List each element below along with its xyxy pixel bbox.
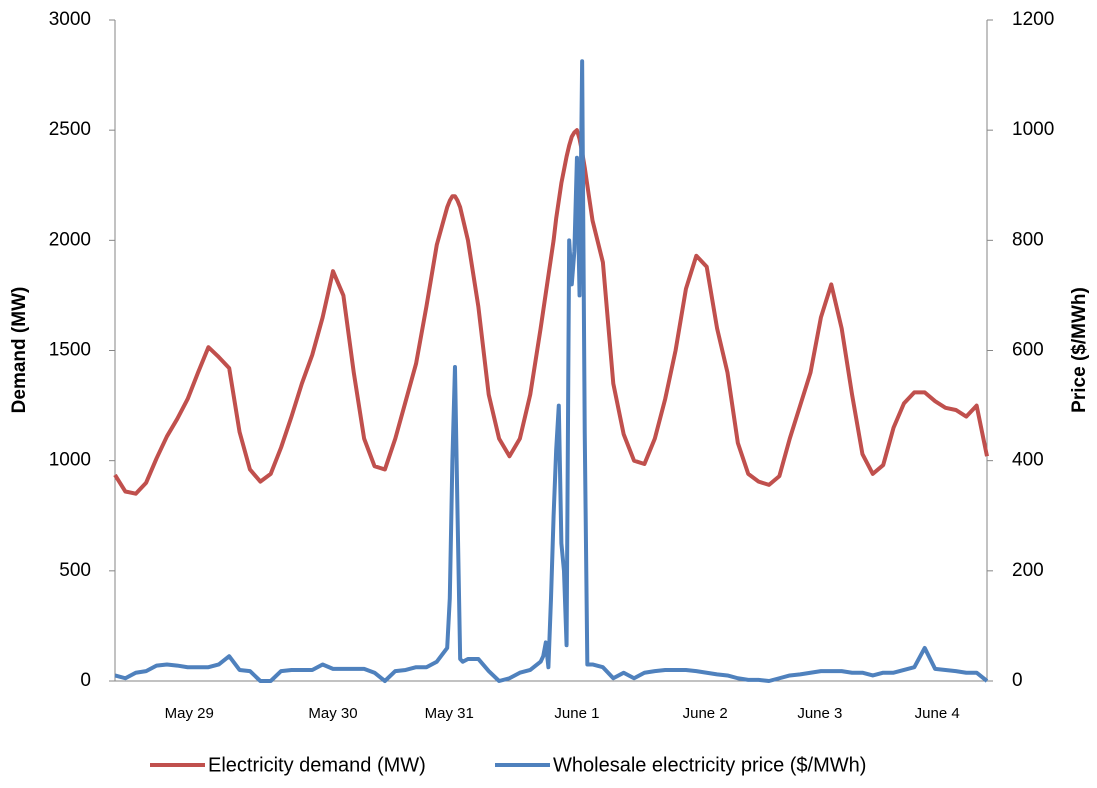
y2-tick-label: 200: [1012, 560, 1044, 581]
y2-tick-label: 1000: [1012, 119, 1054, 140]
x-tick-label: June 2: [683, 705, 728, 722]
x-tick-label: June 3: [797, 705, 842, 722]
y2-tick-label: 800: [1012, 229, 1044, 250]
y-tick-label: 0: [80, 670, 91, 691]
y2-axis-title: Price ($/MWh): [1069, 287, 1090, 413]
y-tick-label: 1500: [49, 340, 91, 361]
y-tick-label: 3000: [49, 9, 91, 30]
series-line: [113, 128, 989, 496]
series-line: [114, 59, 989, 683]
legend-label: Electricity demand (MW): [208, 754, 426, 776]
x-tick-label: May 29: [165, 705, 214, 722]
x-tick-label: June 1: [554, 705, 599, 722]
y-tick-label: 2500: [49, 119, 91, 140]
y-tick-label: 1000: [49, 450, 91, 471]
y2-tick-label: 400: [1012, 450, 1044, 471]
y-axis-title: Demand (MW): [9, 287, 30, 414]
y2-tick-label: 1200: [1012, 9, 1054, 30]
x-tick-label: June 4: [915, 705, 960, 722]
y2-tick-label: 600: [1012, 340, 1044, 361]
x-tick-label: May 30: [308, 705, 357, 722]
y-tick-label: 500: [59, 560, 91, 581]
y2-tick-label: 0: [1012, 670, 1023, 691]
legend-label: Wholesale electricity price ($/MWh): [553, 754, 866, 776]
x-tick-label: May 31: [425, 705, 474, 722]
y-tick-label: 2000: [49, 229, 91, 250]
